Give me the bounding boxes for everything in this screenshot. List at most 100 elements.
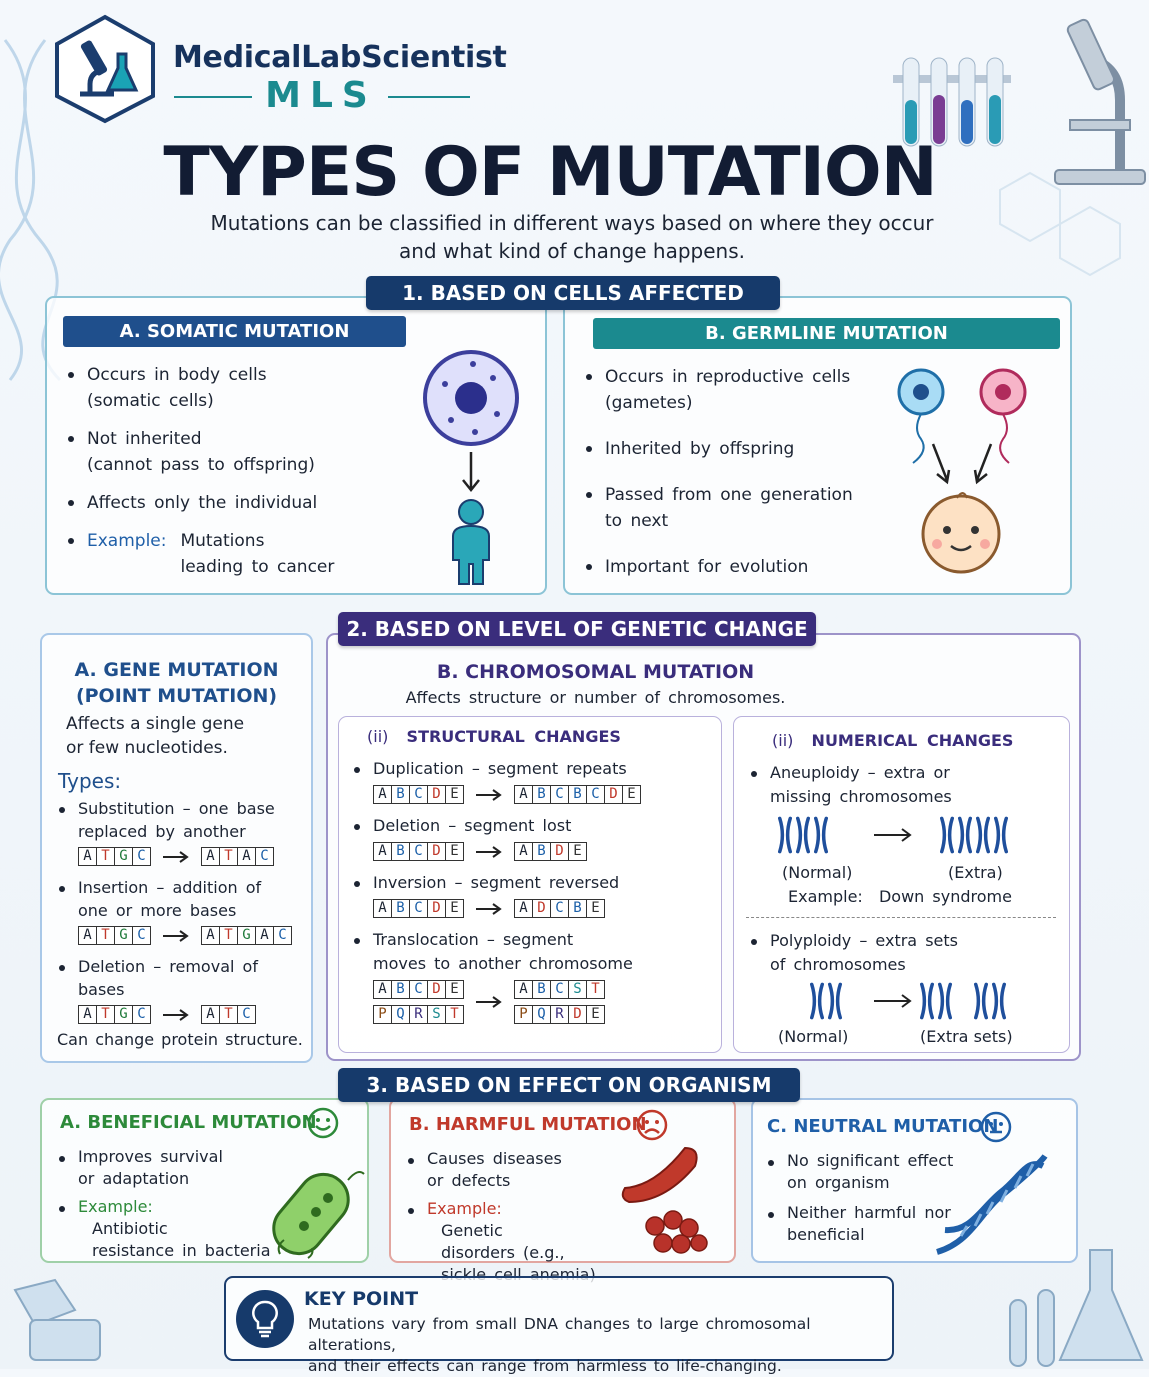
base: D [428, 843, 446, 860]
dna-icon [936, 1154, 1048, 1255]
changed-label: (Extra) [948, 863, 1003, 882]
happy-face [307, 1107, 339, 1139]
example-label: Example: [788, 887, 863, 906]
base: T [220, 848, 238, 865]
panel-heading: A. SOMATIC MUTATION [63, 316, 406, 347]
polyploidy: Polyploidy – extra sets of chromosomes [748, 929, 1048, 977]
bullet: Improves survival or adaptation [56, 1146, 276, 1190]
arrow [163, 1008, 189, 1021]
description: Affects structure or number of chromosom… [405, 688, 786, 707]
example-line: Mutations [180, 531, 265, 551]
bullet-line: (somatic cells) [87, 391, 214, 411]
base: D [428, 981, 446, 998]
subtitle-line: and what kind of change happens. [398, 239, 745, 263]
bullet-line: on organism [787, 1173, 890, 1192]
bullet: Neither harmful nor beneficial [765, 1202, 965, 1246]
panel-heading: C. NEUTRAL MUTATION [767, 1116, 999, 1137]
numerical-item: Polyploidy – extra sets of chromosomes [748, 929, 1048, 977]
cell-icon [423, 350, 519, 585]
type-item: Insertion – addition of one or more bases [56, 876, 311, 922]
arrow [163, 850, 189, 863]
example-text: Down syndrome [878, 887, 1012, 906]
type-line: Insertion – addition of [78, 878, 262, 897]
example-label: Example: [87, 531, 167, 551]
example: Example: Mutations leading to cancer [65, 528, 405, 580]
type-list: Substitution – one base replaced by anoth… [56, 797, 311, 1034]
base: B [392, 843, 410, 860]
base: E [450, 786, 459, 802]
bullet: Causes diseases or defects [405, 1148, 605, 1192]
base: P [374, 1006, 392, 1023]
base: D [605, 786, 623, 803]
base: A [515, 843, 533, 860]
rule [174, 96, 252, 98]
sub-title: STRUCTURAL CHANGES [406, 727, 621, 746]
red-cell-icon [621, 1146, 708, 1254]
base: C [278, 927, 287, 943]
bullet-list: Occurs in reproductive cells (gametes) Inh… [583, 364, 903, 600]
bullet-list: No significant effect on organism Neither … [765, 1150, 965, 1254]
bullet-line: No significant effect [787, 1151, 954, 1170]
base: B [392, 900, 410, 917]
base: A [256, 927, 274, 944]
base: C [410, 843, 428, 860]
base: S [569, 981, 587, 998]
base: E [450, 981, 459, 997]
type-line: Substitution – one base [78, 799, 275, 818]
item-line: Duplication – segment repeats [373, 759, 627, 778]
base: P [515, 1006, 533, 1023]
example-text: Mutations leading to cancer [180, 528, 334, 580]
gene-panel: A. GENE MUTATION (POINT MUTATION) Affects… [40, 633, 313, 1063]
structural-item: Duplication – segment repeats [351, 757, 711, 781]
normal-label: (Normal) [778, 1027, 849, 1046]
base: A [515, 786, 533, 803]
base: R [410, 1006, 428, 1023]
bullet-line: Causes diseases [427, 1149, 562, 1168]
base: C [551, 981, 569, 998]
base: G [115, 848, 133, 865]
base: T [220, 1006, 238, 1023]
bulb-icon [236, 1290, 294, 1348]
base: C [137, 848, 146, 864]
base: E [450, 843, 459, 859]
key-point-text: Mutations vary from small DNA changes to… [308, 1314, 892, 1377]
example: Example: Genetic disorders (e.g., sickle ce… [405, 1198, 605, 1286]
arrow [476, 788, 502, 801]
bullet-line: (gametes) [605, 393, 693, 413]
base: A [79, 927, 97, 944]
base: A [515, 981, 533, 998]
bullet-line: Inherited by offspring [605, 439, 795, 459]
sad-face [636, 1109, 668, 1141]
heading-line: A. GENE MUTATION [74, 659, 279, 681]
bullet-line: Neither harmful nor [787, 1203, 951, 1222]
numerical-item: Aneuploidy – extra or missing chromosomes [748, 761, 1048, 809]
base: S [428, 1006, 446, 1023]
key-point-line: and their effects can range from harmles… [308, 1357, 782, 1375]
base: T [450, 1006, 459, 1022]
base: A [79, 1006, 97, 1023]
base: C [242, 1006, 251, 1022]
bullet-line: Important for evolution [605, 557, 809, 577]
item-line: missing chromosomes [770, 787, 952, 806]
item-line: Polyploidy – extra sets [770, 931, 958, 950]
lab-decor-bottom [13, 1249, 1144, 1367]
sub-heading: (ii) NUMERICAL CHANGES [772, 731, 1013, 750]
example-line: resistance in bacteria [92, 1241, 271, 1260]
arrow [476, 902, 502, 915]
base: C [410, 981, 428, 998]
base: D [551, 843, 569, 860]
base: D [428, 900, 446, 917]
structural-item: Translocation – segment moves to another … [351, 928, 711, 976]
